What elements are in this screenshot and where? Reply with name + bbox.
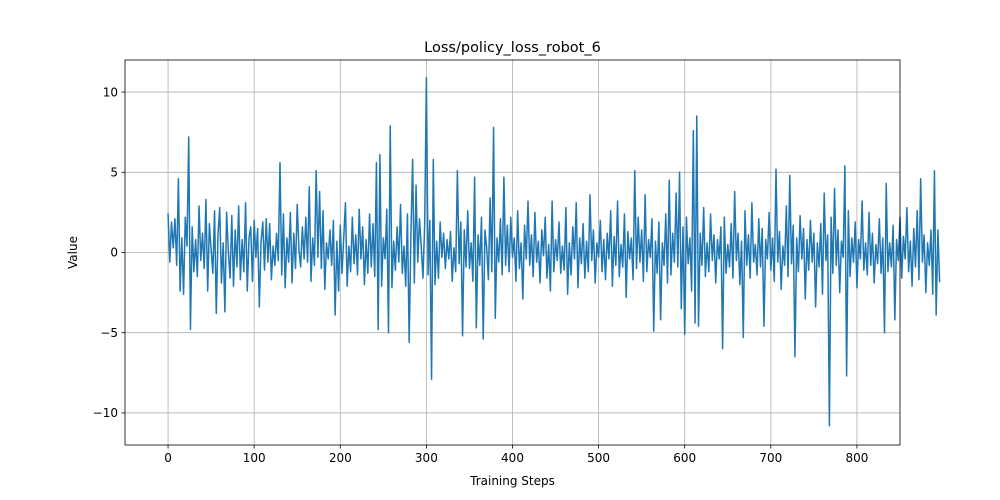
x-tick-label: 100 xyxy=(243,451,266,465)
chart-title: Loss/policy_loss_robot_6 xyxy=(424,40,601,56)
x-tick-label: 600 xyxy=(673,451,696,465)
y-tick-label: −5 xyxy=(100,326,118,340)
x-axis-ticks: 0 100 200 300 400 500 600 700 800 xyxy=(164,445,868,465)
y-tick-label: −10 xyxy=(93,406,118,420)
y-tick-label: 0 xyxy=(110,246,118,260)
x-tick-label: 0 xyxy=(164,451,172,465)
x-tick-label: 400 xyxy=(501,451,524,465)
x-tick-label: 300 xyxy=(415,451,438,465)
y-tick-label: 10 xyxy=(103,85,118,99)
x-tick-label: 700 xyxy=(759,451,782,465)
x-tick-label: 200 xyxy=(329,451,352,465)
x-axis-label: Training Steps xyxy=(469,474,555,488)
x-tick-label: 800 xyxy=(845,451,868,465)
y-axis-ticks: −10 −5 0 5 10 xyxy=(93,85,125,420)
series-line xyxy=(167,76,941,427)
y-tick-label: 5 xyxy=(110,165,118,179)
x-tick-label: 500 xyxy=(587,451,610,465)
y-axis-label: Value xyxy=(66,236,80,269)
